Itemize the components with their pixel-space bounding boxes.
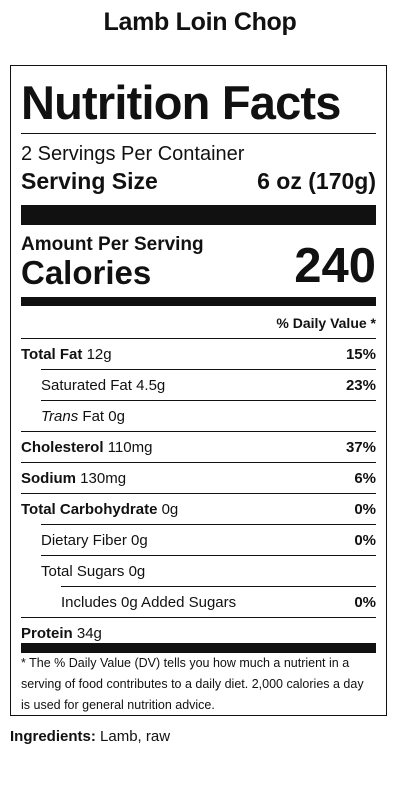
nutrient-name: Total Sugars — [41, 562, 125, 580]
nutrient-dv: 0% — [354, 593, 376, 611]
servings-per-container: 2 Servings Per Container — [21, 143, 245, 165]
amount-per-serving: Amount Per Serving — [21, 234, 204, 255]
nutrient-amount: 0g — [108, 407, 125, 425]
nutrient-amount: 34g — [76, 624, 102, 642]
nutrient-name: Fat — [78, 407, 105, 425]
nutrient-amount: 130mg — [80, 469, 127, 487]
calories-value: 240 — [294, 239, 376, 293]
nutrient-name: Dietary Fiber — [41, 531, 127, 549]
nutrient-dv: 37% — [345, 438, 376, 456]
nutrient-name: Cholesterol — [21, 438, 104, 456]
nutrient-name-italic: Trans — [41, 407, 79, 425]
nutrient-name: Includes 0g Added Sugars — [61, 593, 237, 611]
row-divider — [41, 524, 376, 525]
nutrient-row-protein: Protein 34g — [21, 618, 376, 648]
product-title: Lamb Loin Chop — [103, 8, 297, 36]
thick-bar — [21, 205, 376, 225]
nutrient-amount: 0g — [128, 562, 146, 580]
nutrient-amount: 4.5g — [136, 376, 166, 394]
bottom-bar — [21, 643, 376, 653]
nutrition-facts-heading: Nutrition Facts — [21, 76, 341, 129]
nutrient-row-dietary-fiber: Dietary Fiber 0g 0% — [21, 525, 376, 555]
medium-bar — [21, 297, 376, 306]
row-divider — [21, 493, 376, 494]
nutrient-row-total-fat: Total Fat 12g 15% — [21, 339, 376, 369]
serving-size-label: Serving Size — [21, 168, 158, 194]
daily-value-footnote: * The % Daily Value (DV) tells you how m… — [21, 656, 364, 712]
nutrient-row-total-carbohydrate: Total Carbohydrate 0g 0% — [21, 494, 376, 524]
nutrient-row-trans-fat: Trans Fat 0g — [21, 401, 376, 431]
nutrient-name: Total Carbohydrate — [21, 500, 158, 518]
nutrient-row-sodium: Sodium 130mg 6% — [21, 463, 376, 493]
row-divider — [61, 586, 376, 587]
nutrition-label: Nutrition Facts 2 Servings Per Container… — [10, 65, 387, 716]
nutrient-name: Protein — [21, 624, 73, 642]
ingredients-line: Ingredients: Lamb, raw — [10, 729, 170, 744]
nutrient-amount: 12g — [86, 345, 112, 363]
ingredients-value: Lamb, raw — [100, 728, 171, 745]
nutrient-dv: 6% — [354, 469, 376, 487]
nutrient-dv: 0% — [354, 531, 376, 549]
nutrient-amount: 0g — [161, 500, 179, 518]
nutrient-name: Total Fat — [21, 345, 83, 363]
row-divider — [41, 400, 376, 401]
nutrient-amount: 0g — [131, 531, 148, 549]
row-divider — [21, 431, 376, 432]
row-divider — [41, 369, 376, 370]
nutrient-dv: 0% — [354, 500, 376, 518]
nutrient-row-saturated-fat: Saturated Fat 4.5g 23% — [21, 370, 376, 400]
ingredients-label: Ingredients: — [10, 728, 96, 745]
calories-label: Calories — [21, 254, 152, 291]
heading-rule — [21, 133, 376, 134]
row-divider — [21, 462, 376, 463]
nutrient-row-cholesterol: Cholesterol 110mg 37% — [21, 432, 376, 462]
nutrient-amount: 110mg — [107, 438, 153, 456]
serving-size-value: 6 oz (170g) — [257, 168, 376, 194]
daily-value-header: % Daily Value * — [276, 315, 376, 331]
serving-size-row: Serving Size 6 oz (170g) — [21, 170, 376, 193]
row-divider — [21, 617, 376, 618]
nutrient-dv: 15% — [345, 345, 376, 363]
nutrient-row-total-sugars: Total Sugars 0g — [21, 556, 376, 586]
nutrient-name: Saturated Fat — [41, 376, 132, 394]
row-divider — [21, 338, 376, 339]
nutrient-name: Sodium — [21, 469, 76, 487]
row-divider — [41, 555, 376, 556]
nutrient-row-added-sugars: Includes 0g Added Sugars 0% — [21, 587, 376, 617]
nutrient-dv: 23% — [345, 376, 376, 394]
